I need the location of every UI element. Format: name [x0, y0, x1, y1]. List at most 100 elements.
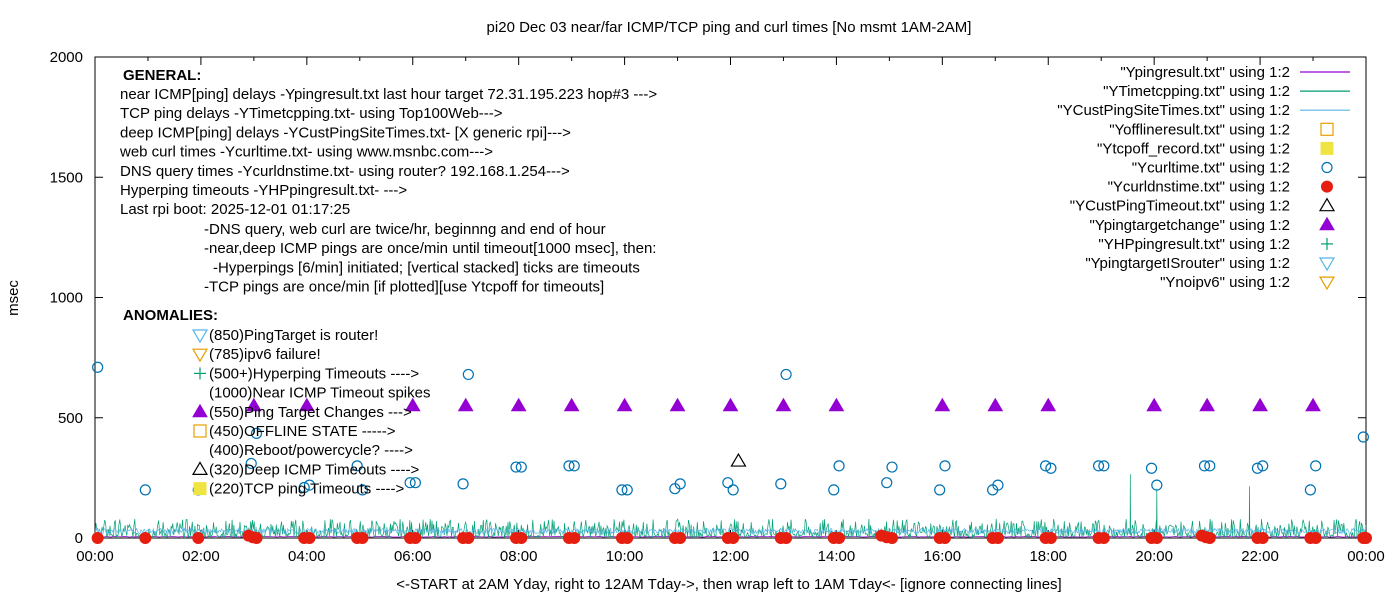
data-point [730, 452, 747, 467]
legend-swatch [1319, 216, 1335, 231]
data-point [1199, 397, 1215, 412]
x-tick-label: 04:00 [288, 548, 326, 565]
data-point [1045, 462, 1057, 474]
data-point [139, 484, 151, 496]
data-point [616, 484, 628, 496]
chart-title: pi20 Dec 03 near/far ICMP/TCP ping and c… [487, 19, 972, 36]
general-line: near ICMP[ping] delays -Ypingresult.txt … [120, 86, 657, 103]
general-line: TCP ping delays -YTimetcpping.txt- using… [120, 105, 503, 122]
data-point [987, 397, 1004, 412]
anomaly-symbol [191, 329, 209, 344]
note-line: -DNS query, web curl are twice/hr, begin… [204, 221, 606, 238]
data-point [1150, 532, 1163, 544]
legend-swatch [1318, 276, 1336, 291]
data-point [621, 532, 634, 544]
data-point [938, 532, 951, 544]
data-point [303, 532, 316, 544]
anomaly-line: (400)Reboot/powercycle? ----> [209, 442, 413, 459]
anomaly-symbol [194, 367, 206, 380]
x-tick-label: 02:00 [182, 548, 220, 565]
data-point [775, 478, 787, 490]
legend: "Ypingresult.txt" using 1:2 "YTimetcpping… [1057, 64, 1350, 291]
data-point [674, 478, 686, 490]
data-point [91, 532, 104, 544]
data-point [828, 397, 845, 412]
data-point [92, 361, 104, 373]
data-point [192, 532, 205, 544]
legend-label: "YCustPingSiteTimes.txt" using 1:2 [1057, 102, 1290, 119]
data-point [245, 457, 257, 470]
data-point [1252, 397, 1268, 412]
x-tick-label: 06:00 [394, 548, 432, 565]
y-tick-label: 500 [58, 410, 83, 427]
legend-label: "Ycurltime.txt" using 1:2 [1132, 160, 1290, 177]
data-point [780, 368, 792, 381]
data-point [515, 532, 528, 544]
x-tick-label: 18:00 [1029, 548, 1067, 565]
series-6 [91, 529, 1372, 544]
series-2 [94, 527, 1367, 535]
data-point [457, 397, 474, 412]
data-point [1257, 460, 1269, 472]
anomaly-symbol [193, 482, 207, 496]
data-point [298, 481, 310, 494]
legend-label: "Ytcpoff_record.txt" using 1:2 [1097, 140, 1290, 157]
data-point [462, 532, 475, 544]
data-point [939, 460, 951, 472]
data-point [775, 397, 792, 412]
general-line: Hyperping timeouts -YHPpingresult.txt- -… [120, 182, 407, 199]
data-point [616, 397, 633, 412]
note-line: -TCP pings are once/min [if plotted][use… [204, 279, 604, 296]
data-point [1305, 397, 1321, 412]
legend-label: "Ypingresult.txt" using 1:2 [1120, 64, 1290, 81]
y-tick-label: 1500 [50, 169, 83, 186]
legend-label: "Ynoipv6" using 1:2 [1160, 274, 1290, 291]
anomaly-symbol [191, 348, 209, 363]
data-point [1204, 460, 1216, 472]
legend-label: "Yofflineresult.txt" using 1:2 [1109, 121, 1290, 138]
data-point [1098, 460, 1110, 472]
data-point [1256, 532, 1269, 544]
note-line: -Hyperpings [6/min] initiated; [vertical… [213, 259, 640, 276]
anomaly-line: (450)OFFLINE STATE -----> [209, 423, 396, 440]
data-point [404, 477, 416, 489]
data-point [1146, 397, 1163, 412]
x-tick-label: 14:00 [818, 548, 856, 565]
data-point [1044, 532, 1057, 544]
legend-swatch [1321, 161, 1333, 174]
legend-label: "Ypingtargetchange" using 1:2 [1089, 217, 1290, 234]
data-point [1309, 532, 1322, 544]
data-point [833, 460, 845, 472]
data-point [1203, 532, 1216, 544]
data-point [722, 477, 734, 489]
series-7 [730, 452, 747, 467]
x-tick-label: 10:00 [606, 548, 644, 565]
legend-swatch [1321, 237, 1333, 250]
data-point [992, 479, 1004, 491]
data-point [568, 532, 581, 544]
annotation-block: GENERAL: near ICMP[ping] delays -Ypingres… [119, 67, 657, 498]
x-tick-label: 00:00 [1347, 548, 1385, 565]
data-point [462, 368, 474, 381]
series-8 [246, 397, 1321, 412]
data-point [457, 478, 469, 490]
x-tick-label: 20:00 [1135, 548, 1173, 565]
general-line: DNS query times -Ycurldnstime.txt- using… [120, 163, 570, 180]
legend-swatch [1320, 122, 1334, 136]
data-point [1357, 431, 1369, 443]
y-axis-label: msec [5, 280, 22, 316]
data-point [934, 484, 946, 496]
anomaly-line: (320)Deep ICMP Timeouts ----> [209, 461, 419, 478]
data-point [510, 461, 522, 473]
anomaly-symbol [191, 461, 209, 475]
data-point [139, 532, 152, 544]
legend-label: "Ycurldnstime.txt" using 1:2 [1108, 179, 1290, 196]
data-point [568, 460, 580, 472]
data-point [1040, 460, 1052, 472]
legend-swatch [1320, 141, 1334, 155]
data-point [1040, 397, 1057, 412]
anomaly-symbol [193, 424, 207, 438]
data-point [886, 461, 898, 473]
x-tick-label: 00:00 [76, 548, 114, 565]
